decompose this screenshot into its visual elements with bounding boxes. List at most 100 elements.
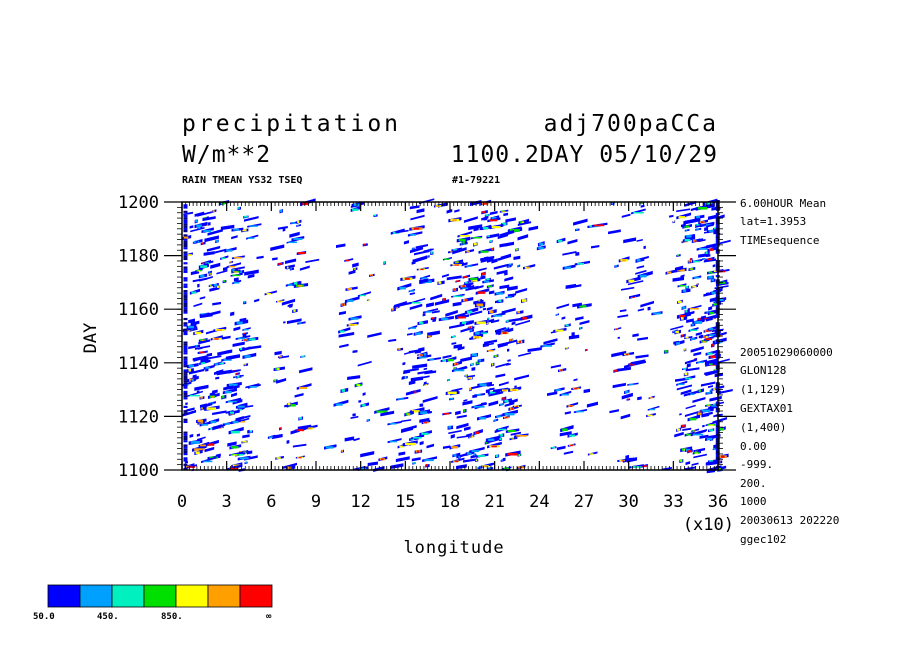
rain-cell-core <box>509 229 520 232</box>
rain-cell-core <box>399 286 406 290</box>
edge-cell <box>183 362 188 366</box>
rain-cell-core <box>447 391 457 395</box>
rain-cell <box>690 346 704 353</box>
rain-cell-core <box>556 313 558 316</box>
rain-cell-core <box>495 454 499 458</box>
rain-cell-core <box>367 419 370 421</box>
rain-cell <box>233 277 239 282</box>
rain-cell-core <box>474 331 481 335</box>
edge-cell <box>183 225 188 228</box>
chart-title: precipitation <box>182 111 401 137</box>
rain-cell <box>513 255 521 260</box>
rain-cell-core <box>411 410 420 413</box>
edge-cell <box>183 296 188 299</box>
rain-cell <box>430 293 443 301</box>
rain-cell <box>562 251 577 256</box>
rain-cell-core <box>713 303 718 306</box>
rain-cell-peak <box>709 424 714 426</box>
rain-cell-core <box>278 262 283 265</box>
rain-cell-core <box>676 428 681 431</box>
rain-cell-core <box>404 442 416 446</box>
x-axis-multiplier: (x10) <box>683 515 734 535</box>
rain-cell <box>708 214 717 221</box>
rain-cell-core <box>691 338 696 340</box>
edge-cell <box>183 251 188 254</box>
edge-cell <box>183 219 188 222</box>
rain-cell-core <box>462 287 469 289</box>
rain-cell-core <box>242 440 247 443</box>
rain-cell-core <box>458 238 466 242</box>
rain-cell <box>474 284 484 290</box>
edge-cell <box>183 298 188 301</box>
edge-cell <box>183 300 188 303</box>
rain-cell <box>451 457 465 464</box>
rain-cell-core <box>293 282 298 285</box>
rain-cell <box>232 341 245 347</box>
y-tick-label: 1100 <box>118 461 159 481</box>
rain-cell <box>684 411 699 417</box>
rain-cell <box>507 285 518 291</box>
rain-cell-core <box>415 332 422 335</box>
rain-cell <box>498 381 509 387</box>
rain-cell <box>220 224 235 231</box>
rain-cell <box>240 346 251 352</box>
rain-cell-peak <box>518 340 522 343</box>
rain-cell <box>230 311 235 317</box>
rain-cell-core <box>517 264 520 267</box>
rain-cell <box>456 434 472 439</box>
rain-cell <box>486 233 500 239</box>
rain-cell-core <box>206 407 217 410</box>
rain-cell <box>190 320 200 326</box>
rain-cell-peak <box>211 396 215 398</box>
edge-cell <box>183 262 188 265</box>
rain-cell-core <box>459 235 470 237</box>
rain-cell <box>705 254 711 258</box>
rain-cell <box>705 460 717 466</box>
rain-cell-core <box>352 208 359 211</box>
rain-cell <box>647 306 651 311</box>
rain-cell <box>299 265 310 271</box>
edge-cell <box>183 210 188 213</box>
rain-cell-core <box>498 428 507 431</box>
rain-cell <box>586 401 598 408</box>
rain-cell-core <box>482 226 489 230</box>
rain-cell <box>702 424 705 428</box>
rain-cell <box>196 390 200 393</box>
colorbar-label: 50.0 <box>33 612 55 622</box>
rain-cell-peak <box>688 450 691 453</box>
rain-cell-core <box>538 242 544 246</box>
rain-cell <box>411 457 421 462</box>
rain-cell <box>559 431 572 437</box>
side-info-line: -999. <box>740 458 773 471</box>
edge-cell <box>183 356 188 359</box>
rain-cell-core <box>493 314 503 317</box>
rain-cell-peak <box>502 332 507 335</box>
side-info-line: 1000 <box>740 495 767 508</box>
rain-cell-core <box>569 434 576 437</box>
rain-cell-core <box>219 362 224 365</box>
rain-cell <box>503 212 509 217</box>
rain-cell <box>426 443 435 449</box>
rain-cell-core <box>697 206 708 210</box>
rain-cell <box>446 208 453 214</box>
rain-cell-core <box>677 300 682 303</box>
rain-cell-core <box>423 353 427 356</box>
x-tick-label: 30 <box>618 492 638 512</box>
edge-cell <box>183 371 188 374</box>
rain-cell <box>698 238 706 243</box>
rain-cell <box>680 389 692 395</box>
rain-cell <box>187 326 198 331</box>
rain-cell <box>573 378 578 382</box>
rain-cell <box>717 239 731 245</box>
rain-cell-core <box>223 280 226 283</box>
axis-ticks <box>164 201 736 471</box>
rain-cell-core <box>709 327 714 330</box>
rain-cell-core <box>628 279 635 283</box>
rain-cell <box>515 319 531 326</box>
rain-cell <box>612 382 626 389</box>
rain-cell <box>556 303 570 310</box>
rain-cell <box>505 217 516 223</box>
rain-cell <box>367 332 382 338</box>
rain-cell-core <box>195 344 198 347</box>
rain-cell-core <box>190 441 200 444</box>
